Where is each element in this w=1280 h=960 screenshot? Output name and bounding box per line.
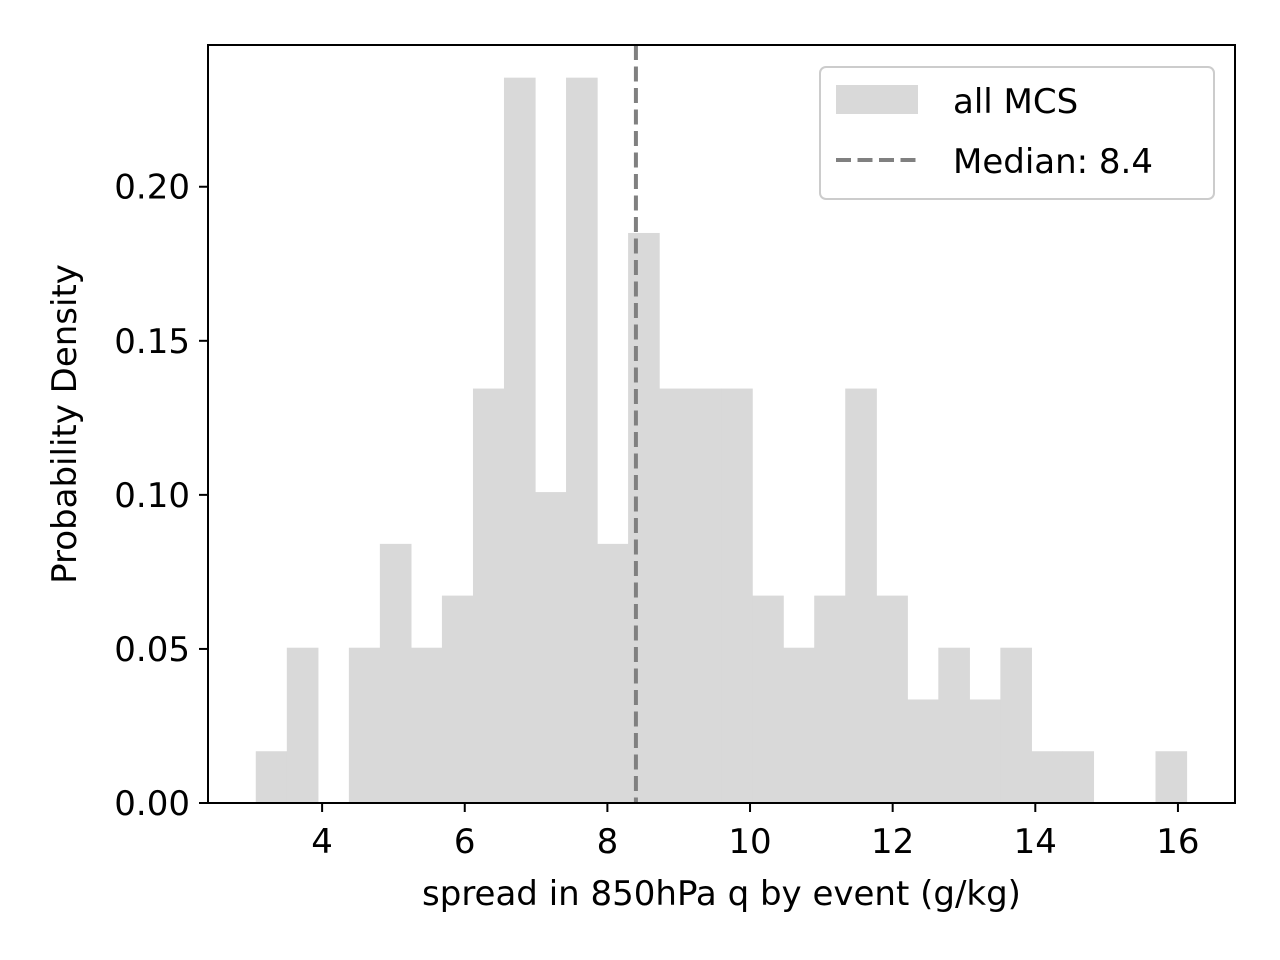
histogram-bar bbox=[410, 647, 443, 803]
histogram-bar bbox=[659, 388, 691, 803]
y-tick-label: 0.10 bbox=[114, 476, 190, 516]
x-tick-label: 10 bbox=[728, 822, 771, 862]
y-tick-label: 0.15 bbox=[114, 322, 190, 362]
histogram-bar bbox=[752, 595, 784, 803]
y-axis-ticks: 0.00 0.05 0.10 0.15 0.20 bbox=[114, 168, 208, 824]
histogram-bar bbox=[969, 699, 1001, 803]
legend-label-median: Median: 8.4 bbox=[953, 142, 1153, 182]
histogram-bar bbox=[472, 388, 505, 803]
legend-box bbox=[819, 66, 1215, 200]
histogram-bar bbox=[690, 388, 722, 803]
y-axis-label: Probability Density bbox=[45, 264, 85, 584]
histogram-bar bbox=[597, 543, 629, 803]
histogram-bar bbox=[814, 595, 846, 803]
histogram-bar bbox=[379, 543, 412, 803]
histogram-bar bbox=[721, 388, 753, 803]
histogram-bar bbox=[348, 647, 381, 803]
x-tick-label: 8 bbox=[597, 822, 619, 862]
x-axis-ticks: 4 6 8 10 12 14 16 bbox=[311, 803, 1200, 862]
x-tick-label: 4 bbox=[311, 822, 333, 862]
histogram-bar bbox=[938, 647, 970, 803]
x-tick-label: 12 bbox=[871, 822, 914, 862]
x-tick-label: 14 bbox=[1014, 822, 1057, 862]
histogram-bar bbox=[1031, 751, 1064, 803]
legend-swatch-all-mcs bbox=[836, 85, 918, 114]
histogram-bar bbox=[845, 388, 877, 803]
histogram-bar bbox=[441, 595, 474, 803]
histogram-bar bbox=[783, 647, 815, 803]
x-tick-label: 16 bbox=[1156, 822, 1199, 862]
histogram-bar bbox=[628, 232, 660, 803]
plot-frame bbox=[207, 44, 1236, 804]
histogram-bar bbox=[1000, 647, 1032, 803]
x-tick-label: 6 bbox=[454, 822, 476, 862]
histogram-bar bbox=[503, 77, 536, 803]
x-axis-label: spread in 850hPa q by event (g/kg) bbox=[422, 874, 1021, 914]
legend-label-all-mcs: all MCS bbox=[953, 82, 1078, 122]
histogram-bar bbox=[1155, 751, 1188, 803]
y-tick-label: 0.00 bbox=[114, 784, 190, 824]
histogram-bar bbox=[255, 751, 288, 803]
legend: all MCS Median: 8.4 bbox=[819, 66, 1215, 200]
histogram-bar bbox=[907, 699, 939, 803]
histogram-bar bbox=[1062, 751, 1095, 803]
histogram-bars bbox=[255, 77, 1188, 803]
histogram-bar bbox=[876, 595, 908, 803]
histogram-bar bbox=[286, 647, 319, 803]
y-tick-label: 0.05 bbox=[114, 630, 190, 670]
y-tick-label: 0.20 bbox=[114, 168, 190, 208]
histogram-bar bbox=[534, 492, 567, 803]
histogram-bar bbox=[566, 77, 598, 803]
